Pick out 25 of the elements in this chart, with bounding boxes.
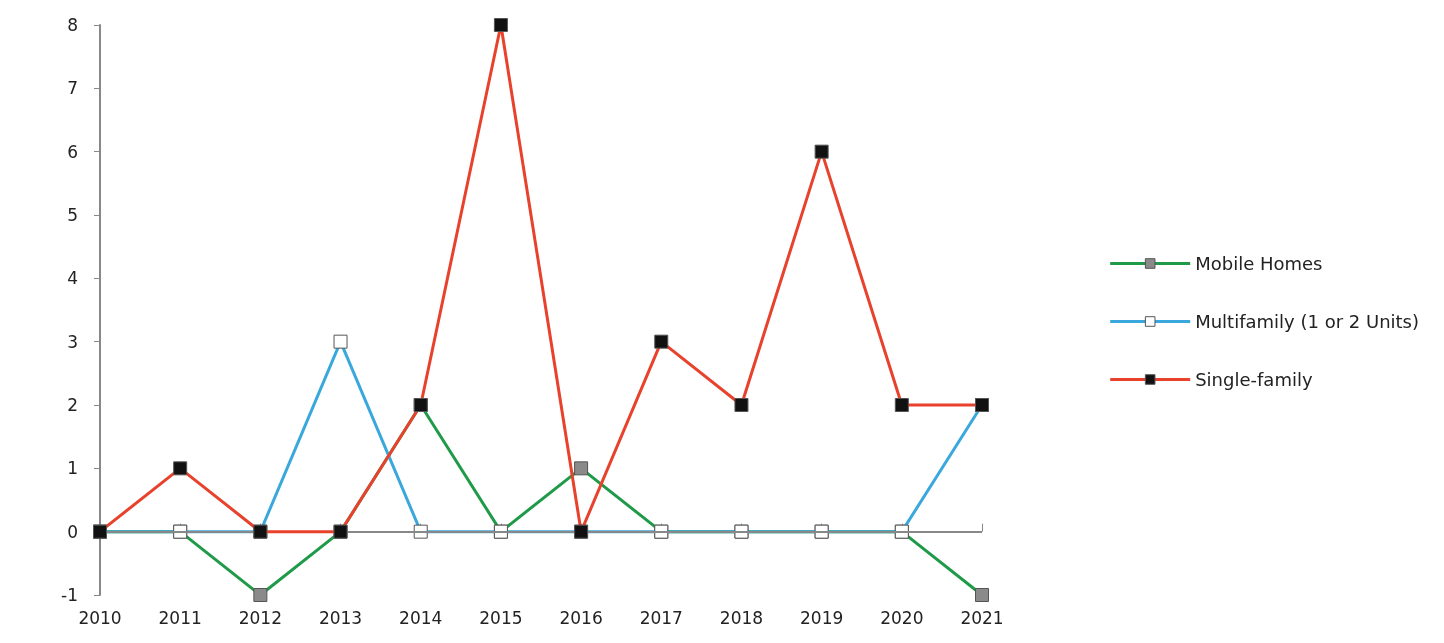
x-tick-label: 2013 bbox=[318, 607, 363, 628]
y-tick-label: -1 bbox=[61, 585, 78, 605]
legend-label: Single-family bbox=[1195, 369, 1313, 390]
x-tick-label: 2012 bbox=[238, 607, 282, 628]
x-tick-label: 2020 bbox=[880, 607, 924, 628]
x-tick-label: 2011 bbox=[158, 607, 202, 628]
y-tick-label: 7 bbox=[67, 78, 78, 99]
legend-label: Multifamily (1 or 2 Units) bbox=[1195, 311, 1420, 332]
x-tick-label: 2019 bbox=[800, 607, 844, 628]
x-tick-label: 2017 bbox=[639, 607, 683, 628]
y-tick-label: 0 bbox=[67, 521, 78, 542]
x-tick-label: 2014 bbox=[399, 607, 443, 628]
y-tick-label: 6 bbox=[67, 141, 78, 162]
x-tick-label: 2016 bbox=[559, 607, 603, 628]
y-tick-label: 3 bbox=[67, 331, 78, 352]
x-tick-label: 2021 bbox=[960, 607, 1004, 628]
y-tick-label: 4 bbox=[67, 268, 78, 289]
legend-label: Mobile Homes bbox=[1195, 253, 1323, 274]
y-tick-label: 1 bbox=[67, 458, 78, 479]
y-tick-label: 8 bbox=[67, 15, 78, 35]
y-tick-label: 2 bbox=[67, 395, 78, 415]
x-tick-label: 2018 bbox=[719, 607, 764, 628]
x-tick-label: 2010 bbox=[78, 607, 122, 628]
x-tick-label: 2015 bbox=[479, 607, 523, 628]
y-tick-label: 5 bbox=[67, 205, 78, 225]
